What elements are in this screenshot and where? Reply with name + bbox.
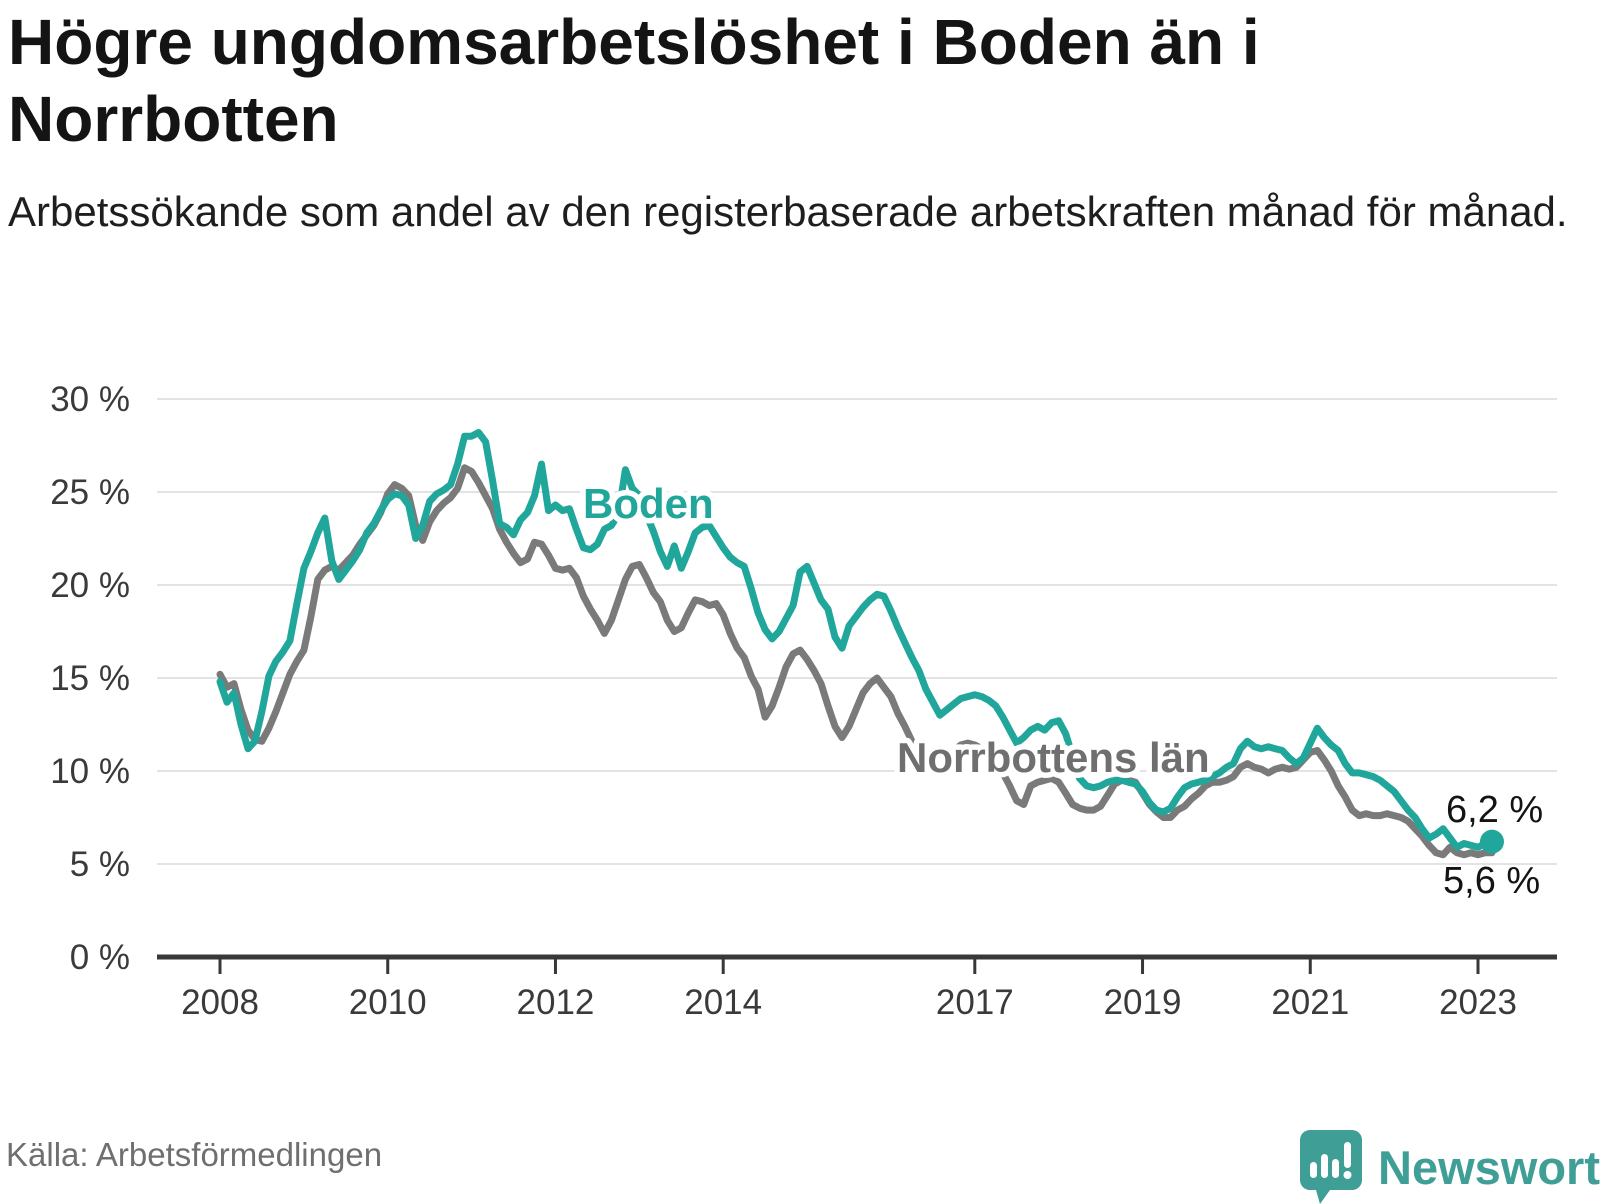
series-label-boden: Boden — [583, 480, 714, 527]
series-label-norrbottens-l-n: Norrbottens län — [897, 734, 1210, 781]
page-title: Högre ungdomsarbetslöshet i Boden än i N… — [8, 6, 1260, 155]
brand-name: Newsworthy — [1378, 1140, 1600, 1194]
x-axis-tick-label: 2023 — [1439, 983, 1517, 1022]
y-axis-tick-label: 20 % — [50, 566, 130, 605]
series-line-boden — [216, 429, 1496, 851]
x-axis-tick-label: 2012 — [517, 983, 595, 1022]
x-axis-tick-label: 2010 — [349, 983, 427, 1022]
series-line-norrbottens-l-n — [216, 464, 1496, 859]
newsworthy-logo: Newsworthy — [1300, 1130, 1600, 1204]
series-end-dot — [1479, 829, 1504, 854]
y-axis-tick-label: 30 % — [50, 380, 130, 419]
page-subtitle: Arbetssökande som andel av den registerb… — [8, 188, 1568, 235]
x-axis-tick-label: 2014 — [684, 983, 762, 1022]
x-axis-tick-label: 2008 — [181, 983, 259, 1022]
y-axis-tick-label: 10 % — [50, 752, 130, 791]
source-note: Källa: Arbetsförmedlingen — [6, 1136, 383, 1173]
x-axis-tick-label: 2017 — [936, 983, 1014, 1022]
newsworthy-pin-icon — [1300, 1130, 1362, 1204]
y-axis-tick-label: 15 % — [50, 659, 130, 698]
x-axis-tick-label: 2021 — [1271, 983, 1349, 1022]
series-end-value: 5,6 % — [1443, 860, 1540, 902]
y-axis-tick-label: 25 % — [50, 473, 130, 512]
y-axis-tick-label: 0 % — [70, 938, 130, 977]
x-axis-tick-label: 2019 — [1104, 983, 1182, 1022]
series-end-value: 6,2 % — [1446, 789, 1543, 831]
y-axis-tick-label: 5 % — [70, 845, 130, 884]
